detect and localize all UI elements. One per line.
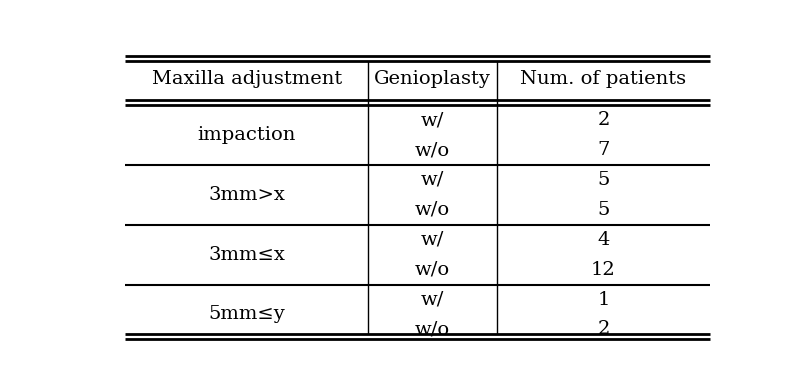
Text: 3mm≤x: 3mm≤x bbox=[208, 246, 285, 264]
Text: Num. of patients: Num. of patients bbox=[520, 70, 686, 88]
Text: w/o: w/o bbox=[415, 321, 449, 339]
Text: 5: 5 bbox=[597, 171, 609, 189]
Text: 4: 4 bbox=[597, 231, 609, 249]
Text: 3mm>x: 3mm>x bbox=[208, 186, 285, 204]
Text: w/o: w/o bbox=[415, 201, 449, 219]
Text: Maxilla adjustment: Maxilla adjustment bbox=[152, 70, 342, 88]
Text: w/o: w/o bbox=[415, 141, 449, 159]
Text: 12: 12 bbox=[590, 261, 615, 279]
Text: w/o: w/o bbox=[415, 261, 449, 279]
Text: 1: 1 bbox=[597, 291, 609, 308]
Text: w/: w/ bbox=[420, 171, 444, 189]
Text: 5: 5 bbox=[597, 201, 609, 219]
Text: 7: 7 bbox=[597, 141, 609, 159]
Text: 2: 2 bbox=[597, 321, 609, 339]
Text: w/: w/ bbox=[420, 111, 444, 129]
Text: 2: 2 bbox=[597, 111, 609, 129]
Text: w/: w/ bbox=[420, 291, 444, 308]
Text: w/: w/ bbox=[420, 231, 444, 249]
Text: Genioplasty: Genioplasty bbox=[374, 70, 490, 88]
Text: 5mm≤y: 5mm≤y bbox=[208, 305, 285, 323]
Text: impaction: impaction bbox=[197, 126, 295, 144]
